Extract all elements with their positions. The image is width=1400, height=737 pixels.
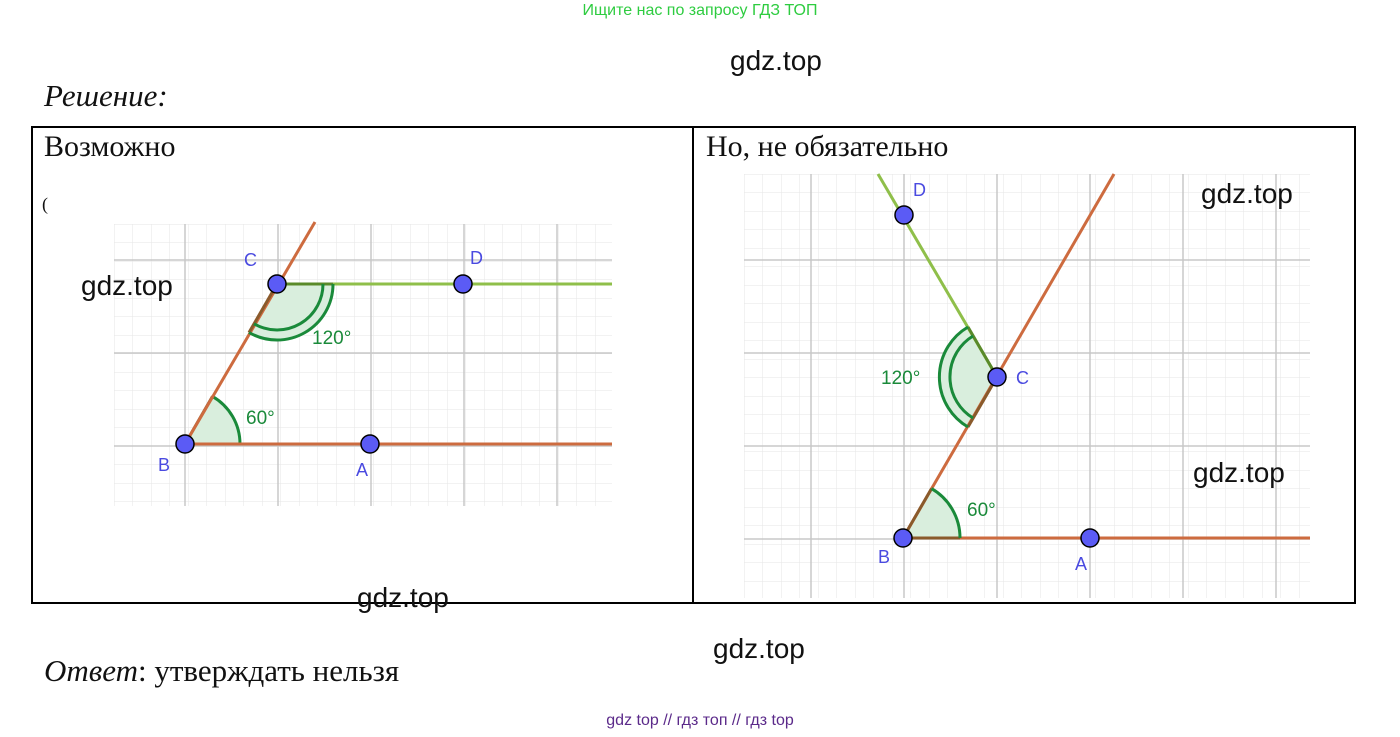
- watermark: gdz.top: [357, 582, 449, 613]
- label-D: D: [470, 248, 483, 268]
- angle-60-arc: [211, 395, 242, 445]
- point-A: [360, 434, 380, 454]
- label-C: C: [244, 250, 257, 270]
- angle-60-label: 60°: [246, 408, 275, 429]
- answer-label: Ответ: [44, 653, 138, 688]
- point-C: [987, 367, 1007, 387]
- watermark: gdz.top: [713, 633, 805, 664]
- right-geometry-figure: B A C D 60° 120°: [744, 173, 1310, 598]
- angle-120-arc-outer: [248, 283, 335, 342]
- watermark: gdz.top: [1201, 178, 1293, 209]
- grid-minor: [744, 174, 1310, 598]
- point-D: [894, 205, 914, 225]
- angle-120-sector: [939, 327, 997, 427]
- watermark: gdz.top: [81, 270, 173, 301]
- left-geometry-figure: B A C D 60° 120°: [114, 221, 612, 506]
- watermark: gdz.top: [1193, 457, 1285, 488]
- label-A: A: [356, 460, 368, 480]
- table-divider: [692, 126, 694, 604]
- angle-120-arc-outer: [937, 325, 969, 429]
- label-C: C: [1016, 368, 1029, 388]
- ray-BC: [901, 173, 1116, 539]
- angle-60-label: 60°: [967, 500, 996, 521]
- angle-120-arc-inner: [948, 334, 974, 420]
- point-B: [893, 528, 913, 548]
- label-B: B: [158, 455, 170, 475]
- angle-120-label: 120°: [881, 368, 920, 389]
- solution-heading: Решение:: [44, 78, 168, 113]
- point-A: [1080, 528, 1100, 548]
- answer-text: : утверждать нельзя: [137, 653, 400, 688]
- point-B: [175, 434, 195, 454]
- cell-title-left: Возможно: [44, 130, 176, 163]
- answer-line: Ответ: утверждать нельзя: [44, 653, 399, 689]
- angle-120-label: 120°: [312, 328, 351, 349]
- point-D: [453, 274, 473, 294]
- angle-60-arc: [930, 487, 962, 539]
- stray-character: (: [42, 194, 48, 214]
- top-banner[interactable]: Ищите нас по запросу ГДЗ ТОП: [582, 2, 818, 19]
- label-B: B: [878, 547, 890, 567]
- angle-120-arc-inner: [253, 283, 325, 332]
- cell-title-right: Но, не обязательно: [706, 130, 949, 163]
- point-C: [267, 274, 287, 294]
- label-D: D: [913, 180, 926, 200]
- footer-links[interactable]: gdz top // гдз топ // гдз top: [606, 712, 794, 729]
- watermark: gdz.top: [730, 45, 822, 76]
- label-A: A: [1075, 554, 1087, 574]
- grid-minor: [114, 224, 612, 506]
- grid-major: [744, 174, 1310, 598]
